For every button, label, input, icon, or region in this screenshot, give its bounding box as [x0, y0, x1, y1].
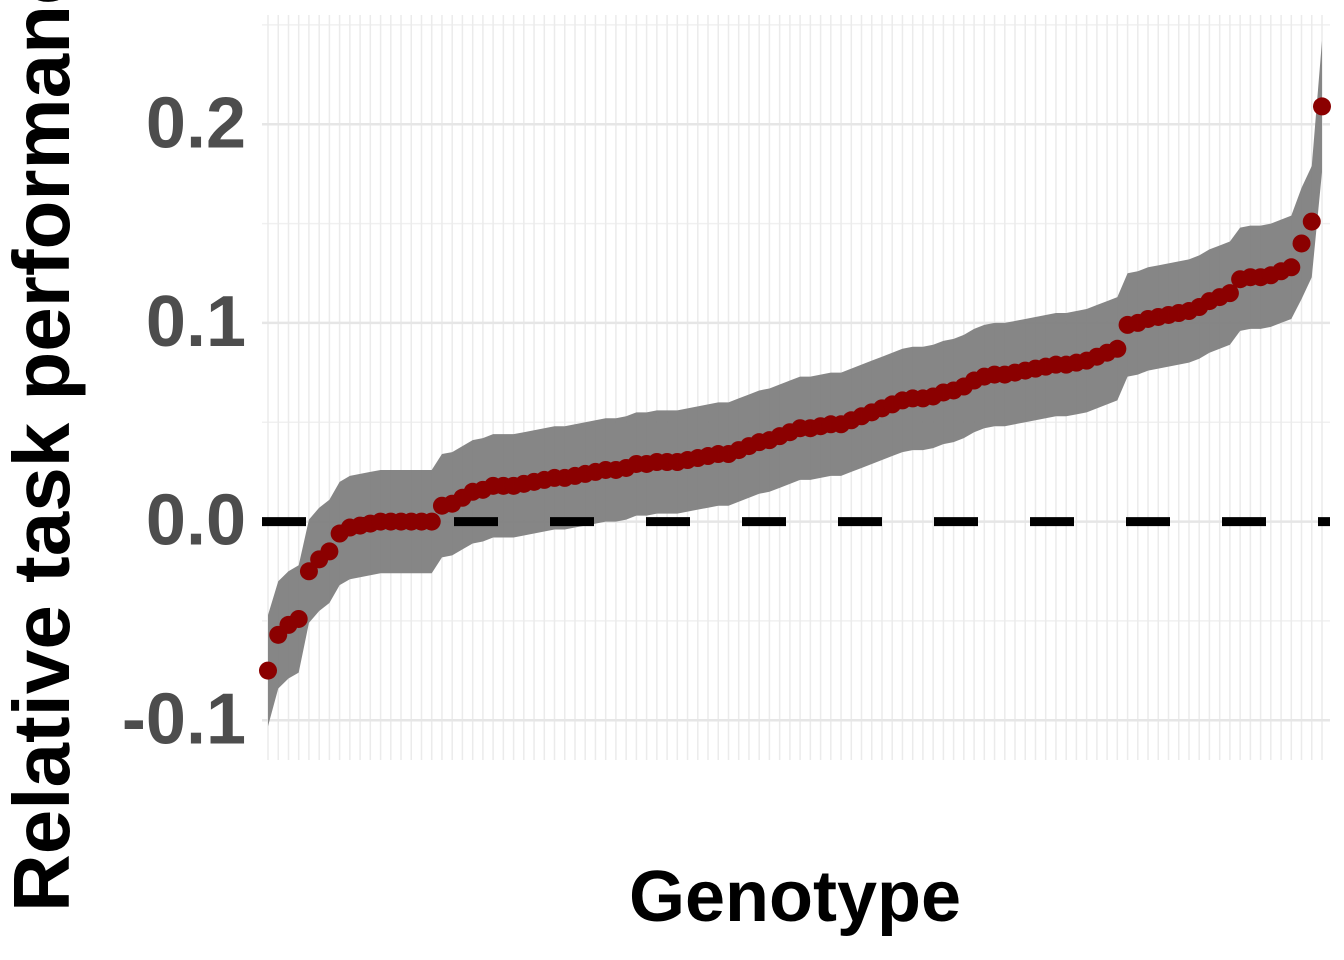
y-tick-label: -0.1	[122, 679, 246, 759]
data-point	[1302, 212, 1321, 231]
data-point	[1220, 284, 1239, 303]
data-point	[1313, 97, 1331, 116]
data-point	[1292, 234, 1311, 253]
data-point	[299, 562, 318, 581]
data-point	[1108, 339, 1127, 358]
y-tick-label: 0.2	[146, 83, 246, 163]
data-point	[422, 512, 441, 531]
y-tick-label: 0.1	[146, 282, 246, 362]
y-tick-label: 0.0	[146, 481, 246, 561]
x-axis-title: Genotype	[629, 857, 961, 937]
data-point	[259, 661, 277, 680]
data-point	[289, 609, 308, 628]
data-point	[1282, 258, 1301, 277]
data-point	[320, 542, 339, 561]
y-axis-title: Relative task performance	[0, 0, 86, 912]
confidence-band	[268, 40, 1322, 727]
